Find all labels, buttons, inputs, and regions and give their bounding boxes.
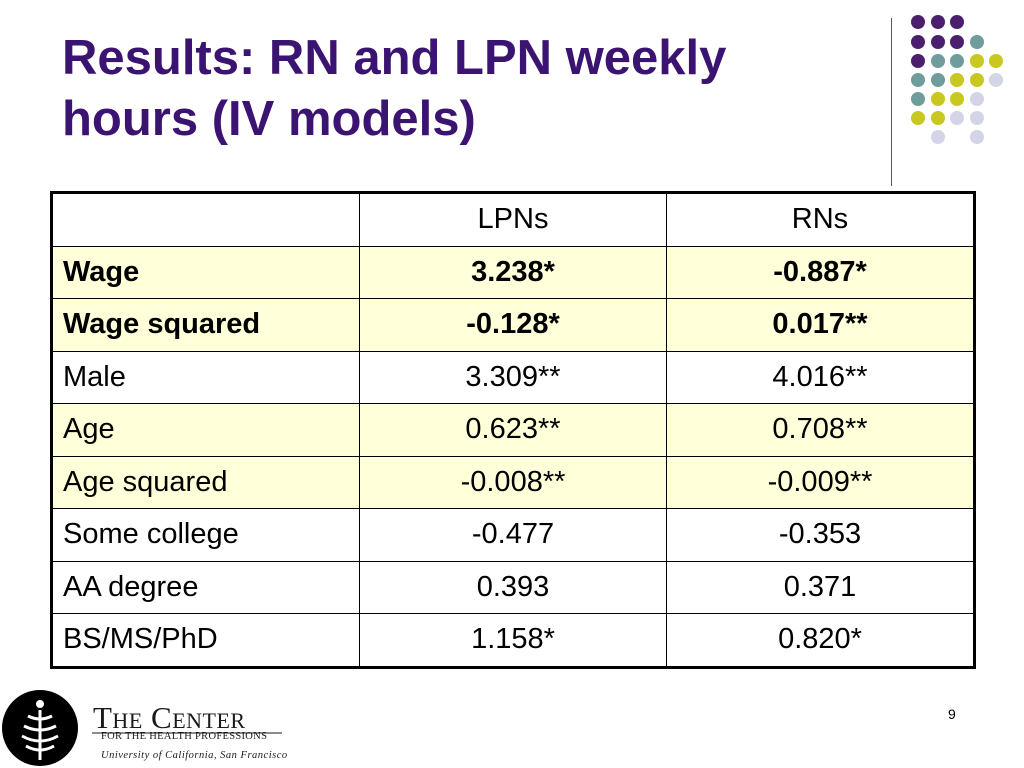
rn-value: 0.820* bbox=[666, 613, 975, 668]
table-header-row: LPNs RNs bbox=[51, 192, 975, 247]
row-label: Wage squared bbox=[51, 298, 360, 352]
lpn-value: 3.309** bbox=[359, 350, 667, 404]
caduceus-emblem-icon bbox=[2, 690, 282, 766]
slide-title: Results: RN and LPN weekly hours (IV mod… bbox=[62, 31, 727, 146]
decorative-dot bbox=[911, 54, 925, 68]
decorative-dot bbox=[950, 92, 964, 106]
row-label: BS/MS/PhD bbox=[51, 613, 360, 668]
decorative-dot bbox=[911, 73, 925, 87]
lpn-value: 0.393 bbox=[359, 560, 667, 614]
decorative-dot bbox=[970, 73, 984, 87]
row-label: Age bbox=[51, 403, 360, 457]
decorative-dot bbox=[911, 92, 925, 106]
table-row: Male 3.309** 4.016** bbox=[51, 350, 975, 404]
decorative-dot bbox=[989, 54, 1003, 68]
row-label: Wage bbox=[51, 245, 360, 299]
lpn-value: -0.477 bbox=[359, 508, 667, 562]
decorative-dot bbox=[970, 130, 984, 144]
decorative-dot bbox=[970, 111, 984, 125]
row-label: Age squared bbox=[51, 455, 360, 509]
row-label: AA degree bbox=[51, 560, 360, 614]
decorative-dot bbox=[911, 111, 925, 125]
rn-value: -0.353 bbox=[666, 508, 975, 562]
decorative-dot bbox=[931, 73, 945, 87]
lpn-value: -0.008** bbox=[359, 455, 667, 509]
table-row: Age squared -0.008** -0.009** bbox=[51, 455, 975, 509]
row-label: Some college bbox=[51, 508, 360, 562]
logo-subtitle: FOR THE HEALTH PROFESSIONS bbox=[101, 731, 268, 742]
decorative-dot bbox=[931, 35, 945, 49]
table-row: Wage 3.238* -0.887* bbox=[51, 245, 975, 299]
decorative-dot bbox=[970, 54, 984, 68]
decorative-dot bbox=[950, 15, 964, 29]
lpn-value: 0.623** bbox=[359, 403, 667, 457]
table-row: Some college -0.477 -0.353 bbox=[51, 508, 975, 562]
table-row: BS/MS/PhD 1.158* 0.820* bbox=[51, 613, 975, 668]
decorative-dot bbox=[970, 35, 984, 49]
divider-line bbox=[891, 18, 892, 186]
rn-value: -0.009** bbox=[666, 455, 975, 509]
lpn-value: 3.238* bbox=[359, 245, 667, 299]
decorative-dot bbox=[950, 73, 964, 87]
header-rns: RNs bbox=[666, 192, 975, 247]
decorative-dot bbox=[931, 15, 945, 29]
lpn-value: -0.128* bbox=[359, 298, 667, 352]
decorative-dot bbox=[970, 92, 984, 106]
decorative-dot bbox=[931, 111, 945, 125]
decorative-dot bbox=[931, 130, 945, 144]
decorative-dot bbox=[911, 15, 925, 29]
header-lpns: LPNs bbox=[359, 192, 667, 247]
table-row: Age 0.623** 0.708** bbox=[51, 403, 975, 457]
dot-grid-icon bbox=[911, 15, 1003, 144]
decorative-dot bbox=[989, 73, 1003, 87]
decorative-dot bbox=[931, 54, 945, 68]
decorative-dot bbox=[931, 92, 945, 106]
logo-university: University of California, San Francisco bbox=[101, 750, 288, 761]
rn-value: -0.887* bbox=[666, 245, 975, 299]
decorative-dot bbox=[950, 35, 964, 49]
logo-name: The Center bbox=[93, 700, 246, 735]
rn-value: 0.017** bbox=[666, 298, 975, 352]
lpn-value: 1.158* bbox=[359, 613, 667, 668]
table-row: AA degree 0.393 0.371 bbox=[51, 560, 975, 614]
table-row: Wage squared -0.128* 0.017** bbox=[51, 298, 975, 352]
results-table: LPNs RNs Wage 3.238* -0.887* Wage squared -0… bbox=[50, 191, 976, 669]
rn-value: 0.708** bbox=[666, 403, 975, 457]
decorative-dot bbox=[950, 54, 964, 68]
decorative-dot bbox=[950, 111, 964, 125]
rn-value: 4.016** bbox=[666, 350, 975, 404]
decorative-dot bbox=[911, 35, 925, 49]
rn-value: 0.371 bbox=[666, 560, 975, 614]
row-label: Male bbox=[51, 350, 360, 404]
page-number: 9 bbox=[948, 706, 956, 722]
header-empty bbox=[51, 192, 360, 247]
